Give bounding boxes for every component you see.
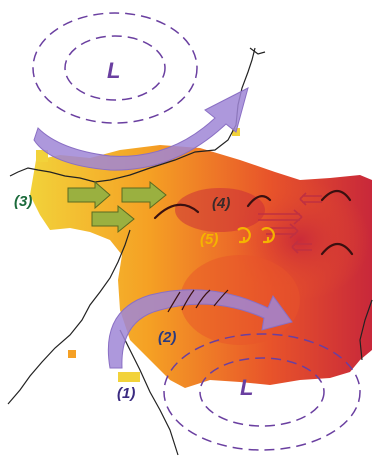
rainfall-patch-south: [118, 372, 140, 382]
rainfall-core-north: [175, 188, 265, 232]
flow-arrow-north: [33, 87, 249, 171]
annotation-label-5: (5): [200, 231, 218, 248]
annotation-label-4: (4): [212, 195, 230, 212]
streak-4: [213, 289, 229, 307]
low-label-south: L: [240, 375, 253, 400]
trough-lines: [153, 189, 354, 256]
coastline-east: [359, 299, 373, 361]
trough-2: [246, 195, 272, 208]
annotation-label-3: (3): [14, 193, 32, 210]
rainfall-patch-south-west: [68, 350, 76, 358]
coastline-south: [119, 329, 179, 456]
red-arrow-4: [291, 240, 312, 254]
easterly-jet-arrows: [258, 192, 322, 254]
red-arrow-3: [266, 223, 299, 239]
coastline-south-west: [7, 229, 131, 405]
low-pressure-north: L: [32, 12, 198, 124]
circulation-icon: [261, 227, 275, 244]
rainfall-field: [30, 128, 372, 388]
trough-3: [320, 189, 352, 202]
red-arrow-1: [299, 192, 322, 206]
isobar-outer-south: [163, 333, 361, 451]
trough-4: [320, 242, 354, 256]
isobar-inner-north: [64, 35, 166, 101]
annotation-label-2: (2): [158, 329, 176, 346]
flow-arrow-south: [107, 289, 293, 369]
westerly-wind-arrows: [67, 180, 167, 234]
rainfall-patch-west: [36, 150, 48, 162]
circulation-symbols: [237, 227, 275, 244]
red-arrow-2: [258, 209, 303, 225]
green-arrow-lower: [91, 204, 135, 234]
isobar-inner-south: [199, 357, 325, 427]
green-arrow-centre: [121, 180, 167, 210]
low-pressure-south: L: [163, 333, 361, 451]
trough-1: [153, 203, 200, 220]
circulation-icon: [237, 227, 251, 244]
streak-2: [181, 289, 195, 311]
low-label-north: L: [107, 58, 120, 83]
streak-1: [167, 291, 181, 313]
streak-3: [195, 289, 211, 309]
flow-streaks: [167, 289, 229, 313]
green-arrow-west: [67, 180, 111, 210]
isobar-outer-north: [32, 12, 198, 124]
annotation-label-1: (1): [117, 385, 135, 402]
